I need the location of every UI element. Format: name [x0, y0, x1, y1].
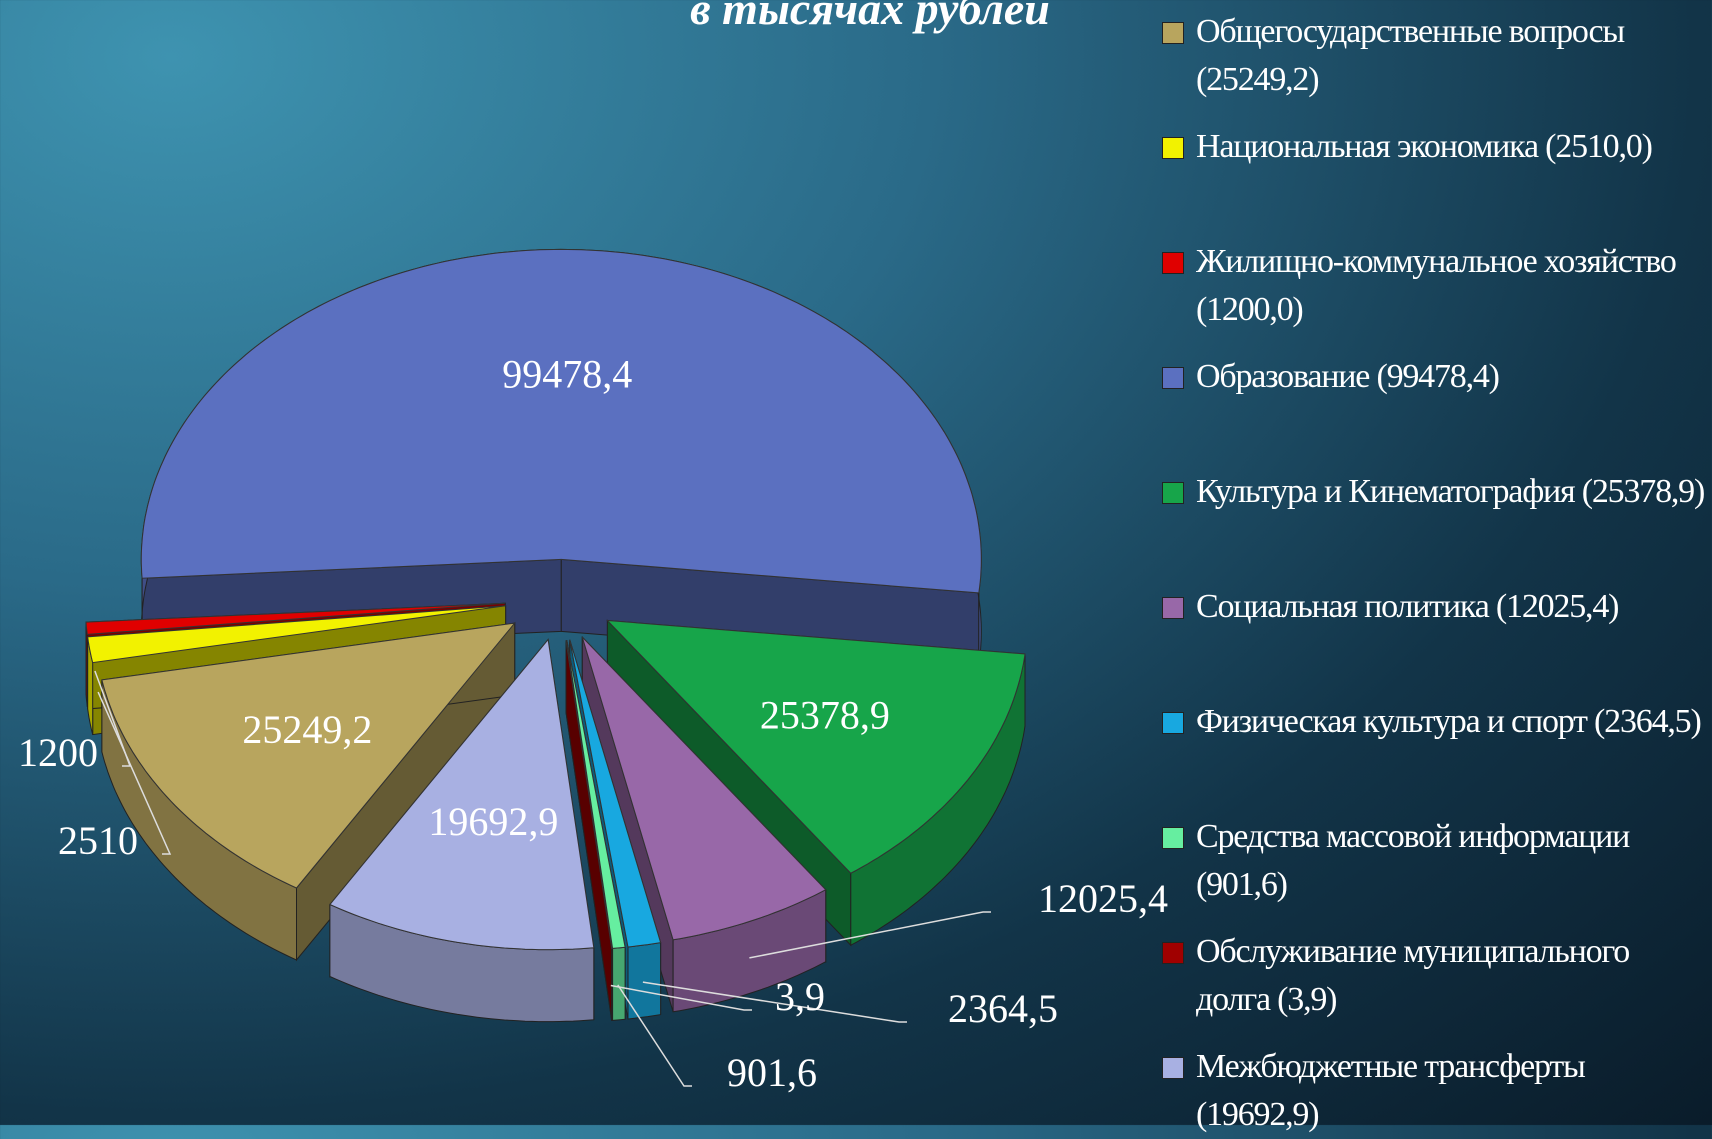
value-label: 901,6 [727, 1050, 817, 1095]
legend-swatch [1162, 252, 1184, 274]
legend-item: Жилищно-коммунальное хозяйство (1200,0) [1158, 238, 1706, 334]
value-label: 12025,4 [1038, 876, 1168, 921]
legend-swatch [1162, 482, 1184, 504]
legend-label: Средства массовой информации (901,6) [1196, 818, 1629, 903]
value-label: 25378,9 [760, 693, 890, 738]
legend-label: Общегосударственные вопросы (25249,2) [1196, 13, 1624, 98]
slice [141, 249, 981, 593]
value-label: 2364,5 [948, 986, 1058, 1031]
legend-label: Образование (99478,4) [1196, 358, 1499, 395]
legend-item: Образование (99478,4) [1158, 353, 1706, 401]
legend-label: Социальная политика (12025,4) [1196, 588, 1618, 625]
value-label: 2510 [58, 818, 138, 863]
value-label: 19692,9 [428, 799, 558, 844]
legend-label: Физическая культура и спорт (2364,5) [1196, 703, 1701, 740]
legend-label: Культура и Кинематография (25378,9) [1196, 473, 1704, 510]
legend-swatch [1162, 367, 1184, 389]
legend-swatch [1162, 597, 1184, 619]
legend-item: Средства массовой информации (901,6) [1158, 813, 1706, 909]
legend-label: Национальная экономика (2510,0) [1196, 128, 1652, 165]
legend-label: Обслуживание муниципального долга (3,9) [1196, 933, 1629, 1018]
legend-swatch [1162, 827, 1184, 849]
legend-swatch [1162, 712, 1184, 734]
value-label: 3,9 [775, 974, 825, 1019]
value-label: 99478,4 [502, 351, 632, 396]
legend-label: Межбюджетные трансферты (19692,9) [1196, 1048, 1585, 1133]
legend-item: Физическая культура и спорт (2364,5) [1158, 698, 1706, 746]
legend-swatch [1162, 1057, 1184, 1079]
chart-title: в тысячах рублей [690, 0, 1050, 34]
legend-item: Социальная политика (12025,4) [1158, 583, 1706, 631]
value-label: 25249,2 [242, 707, 372, 752]
value-label: 1200 [18, 730, 98, 775]
slice-wall [613, 947, 626, 1020]
legend-label: Жилищно-коммунальное хозяйство (1200,0) [1196, 243, 1676, 328]
legend-swatch [1162, 942, 1184, 964]
legend-item: Культура и Кинематография (25378,9) [1158, 468, 1706, 516]
legend-item: Общегосударственные вопросы (25249,2) [1158, 8, 1706, 104]
legend-swatch [1162, 137, 1184, 159]
legend-swatch [1162, 22, 1184, 44]
legend-item: Национальная экономика (2510,0) [1158, 123, 1706, 171]
legend-item: Обслуживание муниципального долга (3,9) [1158, 928, 1706, 1024]
